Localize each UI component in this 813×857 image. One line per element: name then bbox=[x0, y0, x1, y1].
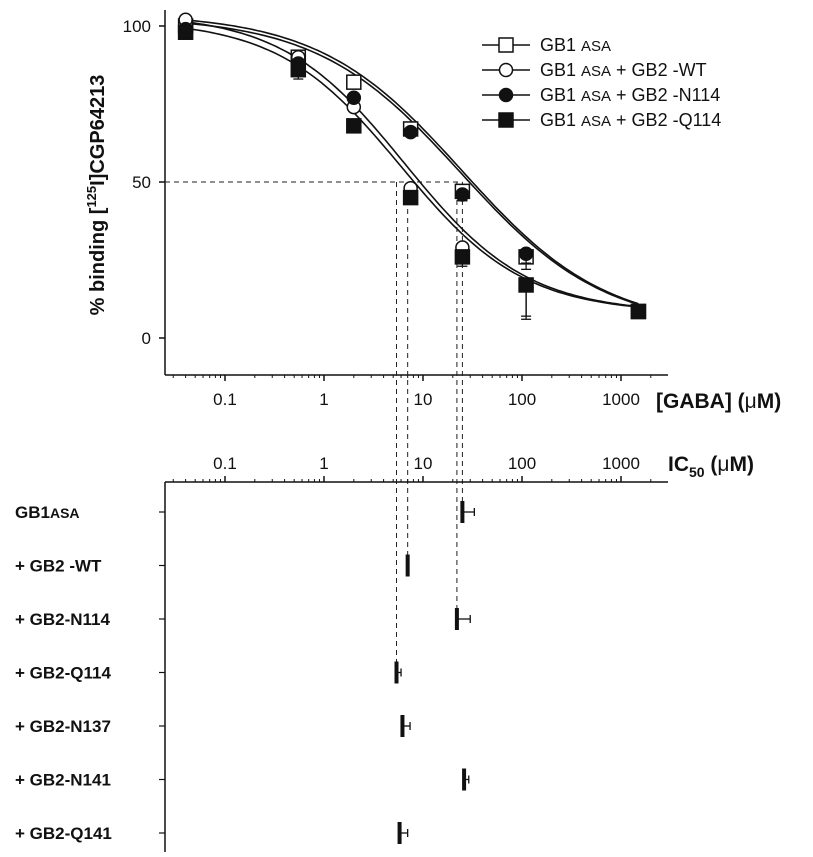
data-point-series-4 bbox=[290, 61, 307, 78]
ic50-chart-ticks: 0.1 1 10 100 1000 bbox=[172, 454, 652, 482]
legend-text-part: GB1 bbox=[540, 85, 581, 105]
fit-curve-series-2 bbox=[185, 21, 639, 308]
fit-curve-series-4 bbox=[185, 27, 639, 308]
ic50-rows: GB1ASA + GB2 -WT + GB2-N114 + GB2-Q114 + GB2… bbox=[15, 501, 475, 844]
data-point-series-3 bbox=[518, 246, 534, 262]
data-point-series-4 bbox=[518, 277, 534, 293]
ylabel-part-3: I]CGP64213 bbox=[87, 75, 109, 186]
ic50-row-label-1: GB1ASA bbox=[15, 503, 80, 522]
xlabel-part-3: M) bbox=[757, 390, 782, 413]
binding-chart-axes bbox=[164, 10, 668, 376]
ic50-axis-label: IC50 (μM) bbox=[668, 453, 754, 480]
ic50-label-mu: μ bbox=[717, 453, 729, 476]
ic50-label-subscript: 50 bbox=[689, 464, 705, 480]
ylabel-part-1: % binding [ bbox=[87, 207, 109, 315]
xlabel-part-1: [GABA] ( bbox=[656, 390, 745, 413]
ic50-x-tick-label: 1000 bbox=[602, 454, 640, 473]
ic50-row-label-4: + GB2-Q114 bbox=[15, 664, 111, 683]
ic50-chart-axes bbox=[164, 481, 668, 852]
ic50-x-tick-label: 10 bbox=[414, 454, 433, 473]
data-point-series-1 bbox=[346, 74, 362, 90]
legend-text-part: GB1 bbox=[540, 35, 581, 55]
y-tick-label: 100 bbox=[123, 17, 151, 36]
ic50-row-label-5: + GB2-N137 bbox=[15, 717, 111, 736]
ic50-label-part-3: ( bbox=[705, 453, 718, 476]
x-tick-label: 10 bbox=[414, 390, 433, 409]
x-tick-label: 1 bbox=[319, 390, 328, 409]
ylabel-superscript: 125 bbox=[84, 186, 99, 208]
data-point-series-4 bbox=[346, 118, 362, 134]
binding-x-axis-label: [GABA] (μM) bbox=[656, 390, 781, 413]
ic50-label-part-5: M) bbox=[730, 453, 755, 476]
data-point-series-4 bbox=[630, 303, 647, 320]
binding-data-points bbox=[177, 12, 647, 320]
ic50-row-label-part: + GB2 -WT bbox=[15, 557, 102, 576]
ic50-row-label-part: + GB2-Q141 bbox=[15, 824, 112, 843]
ic50-row-label-part: GB1 bbox=[15, 503, 50, 522]
legend-marker-3 bbox=[498, 87, 514, 103]
legend-entry-4: GB1 ASA + GB2 -Q114 bbox=[540, 110, 721, 130]
legend-marker-2 bbox=[498, 62, 514, 78]
data-point-series-3 bbox=[455, 187, 470, 202]
legend-text-part: ASA bbox=[581, 113, 611, 130]
fit-curve-series-1 bbox=[185, 19, 639, 305]
x-tick-label: 100 bbox=[508, 390, 536, 409]
legend-text-part: GB1 bbox=[540, 110, 581, 130]
legend-text-part: ASA bbox=[581, 38, 611, 55]
legend-entry-1: GB1 ASA bbox=[540, 35, 611, 55]
x-tick-label: 0.1 bbox=[213, 390, 237, 409]
ic50-x-tick-label: 100 bbox=[508, 454, 536, 473]
ic50-value-bar-2 bbox=[405, 554, 410, 577]
legend-text-part: + GB2 -Q114 bbox=[611, 110, 721, 130]
data-point-series-4 bbox=[454, 249, 471, 265]
legend-text-part: ASA bbox=[581, 88, 611, 105]
x-tick-label: 1000 bbox=[602, 390, 640, 409]
ic50-row-label-part: + GB2-Q114 bbox=[15, 664, 111, 683]
ic50-x-tick-label: 0.1 bbox=[213, 454, 237, 473]
ic50-row-label-6: + GB2-N141 bbox=[15, 771, 111, 790]
binding-y-axis-label: % binding [125I]CGP64213 bbox=[84, 75, 109, 316]
ic50-bar-chart: 0.1 1 10 100 1000 GB1ASA + GB2 -WT + GB2-N114 +… bbox=[15, 453, 754, 852]
y-tick-label: 0 bbox=[142, 329, 151, 348]
binding-chart-ticks: 0 50 100 0.1 1 10 100 1000 bbox=[123, 17, 652, 409]
legend-text-part: + GB2 -N114 bbox=[611, 85, 720, 105]
ic50-row-label-part: ASA bbox=[50, 505, 80, 521]
legend-marker-1 bbox=[498, 37, 514, 53]
legend-entry-2: GB1 ASA + GB2 -WT bbox=[540, 60, 707, 80]
ic50-row-label-2: + GB2 -WT bbox=[15, 557, 102, 576]
ic50-row-label-part: + GB2-N141 bbox=[15, 771, 111, 790]
xlabel-mu: μ bbox=[745, 390, 757, 413]
data-point-series-3 bbox=[403, 124, 418, 140]
data-point-series-4 bbox=[402, 189, 419, 206]
ic50-row-label-part: + GB2-N114 bbox=[15, 610, 111, 629]
binding-chart-guides bbox=[165, 181, 463, 676]
legend-marker-4 bbox=[498, 112, 514, 128]
ic50-label-part-1: IC bbox=[668, 453, 689, 476]
ic50-x-tick-label: 1 bbox=[319, 454, 328, 473]
ic50-row-label-7: + GB2-Q141 bbox=[15, 824, 112, 843]
ic50-row-label-part: + GB2-N137 bbox=[15, 717, 111, 736]
data-point-series-4 bbox=[177, 24, 194, 40]
y-tick-label: 50 bbox=[132, 173, 151, 192]
legend-text-part: + GB2 -WT bbox=[611, 60, 707, 80]
legend-text-part: ASA bbox=[581, 63, 611, 80]
data-point-series-3 bbox=[346, 90, 362, 106]
ic50-row-label-3: + GB2-N114 bbox=[15, 610, 111, 629]
legend-entry-3: GB1 ASA + GB2 -N114 bbox=[540, 85, 720, 105]
legend-text-part: GB1 bbox=[540, 60, 581, 80]
